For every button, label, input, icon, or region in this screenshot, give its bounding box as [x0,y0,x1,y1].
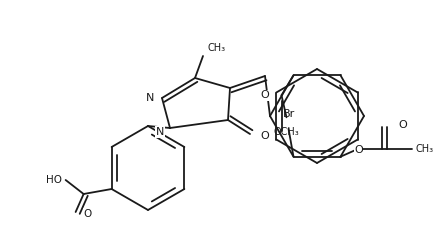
Text: CH₃: CH₃ [415,144,434,154]
Text: N: N [156,127,164,137]
Text: HO: HO [46,175,62,185]
Text: Br: Br [282,109,295,119]
Text: O: O [354,145,363,155]
Text: O: O [260,131,269,141]
Text: OCH₃: OCH₃ [274,127,299,137]
Text: O: O [261,90,269,100]
Text: CH₃: CH₃ [207,43,225,53]
Text: O: O [399,120,407,130]
Text: N: N [146,93,154,103]
Text: O: O [84,209,92,219]
